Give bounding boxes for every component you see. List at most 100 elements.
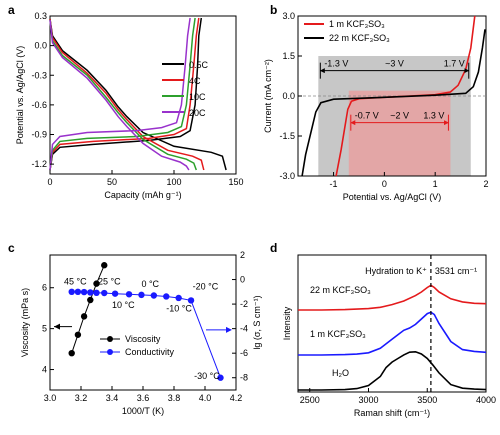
- series-line-charge: [49, 17, 203, 171]
- y-tick-label-b: 1.5: [282, 51, 295, 61]
- temperature-label: 25 °C: [98, 276, 121, 286]
- spectrum-label: H₂O: [332, 368, 349, 378]
- window-left-label: -0.7 V: [355, 111, 379, 121]
- conductivity-point: [217, 374, 224, 381]
- legend-entry: 0.5C: [189, 60, 209, 70]
- series-line-discharge: [49, 18, 205, 171]
- plot-frame-a: [49, 15, 237, 175]
- x-tick-label-c: 3.4: [106, 393, 119, 403]
- y-axis-label: Current (mA cm⁻²): [263, 59, 273, 133]
- hydration-annotation: Hydration to K⁺: [365, 266, 427, 276]
- panel-label-c: c: [8, 241, 15, 255]
- x-tick-label-c: 3.2: [75, 393, 88, 403]
- conductivity-point: [125, 291, 133, 298]
- temperature-label: 10 °C: [112, 300, 135, 310]
- temperature-label: 0 °C: [141, 279, 159, 289]
- y-tick-label-c-right: -2: [240, 299, 248, 309]
- spectrum-line: [298, 284, 487, 311]
- peak-value-label: 3531 cm⁻¹: [435, 266, 477, 276]
- temperature-label: -30 °C: [194, 371, 220, 381]
- y-tick-label-c: 4: [42, 365, 47, 375]
- legend-entry: 20C: [189, 108, 206, 118]
- panel-d: Hydration to K⁺ 3531 cm⁻¹ 22 m KCF₃SO₃ 1 m …: [282, 254, 496, 418]
- window-width-label: ~3 V: [385, 59, 404, 69]
- viscosity-point: [74, 331, 82, 338]
- conductivity-point: [138, 291, 145, 299]
- legend-entry: 1 m KCF₃SO₃: [329, 19, 385, 29]
- spectrum-label: 1 m KCF₃SO₃: [310, 329, 366, 339]
- series-line-discharge: [49, 19, 190, 171]
- y-tick-label-b: -3.0: [279, 171, 295, 181]
- panel-a: 0 50 100 150 -1.2 -0.9 -0.6 -0.3 0.0 0.3 Capacity …: [15, 11, 244, 200]
- series-line-charge: [49, 17, 200, 171]
- window-left-label: -1.3 V: [324, 59, 348, 69]
- conductivity-point: [93, 289, 100, 296]
- viscosity-point: [87, 296, 94, 304]
- x-tick-label-c: 4.0: [199, 393, 212, 403]
- y-tick-label-c-right: 2: [240, 250, 245, 260]
- x-tick-label-c: 4.2: [230, 393, 243, 403]
- window-width-label: ~2 V: [390, 111, 409, 121]
- x-tick-label-d: 3000: [358, 395, 378, 405]
- viscosity-line: [71, 265, 105, 354]
- legend-marker: [107, 336, 113, 342]
- x-tick-label-b: 1: [433, 179, 438, 189]
- x-tick-label-a: 150: [228, 177, 243, 187]
- panel-label-d: d: [270, 241, 277, 255]
- y-tick-label-a: -0.3: [31, 70, 47, 80]
- series-line: [301, 29, 486, 177]
- x-tick-label-b: -1: [330, 179, 338, 189]
- x-tick-label-b: 2: [483, 179, 488, 189]
- conductivity-point: [87, 289, 94, 296]
- y-tick-label-c-right: -8: [240, 373, 248, 383]
- y-tick-label-c-right: -4: [240, 324, 248, 334]
- x-axis-label: 1000/T (K): [122, 406, 164, 416]
- right-axis-arrowhead: [226, 326, 232, 333]
- window-right-label: 1.7 V: [444, 59, 465, 69]
- series-line-discharge: [49, 18, 227, 171]
- conductivity-point: [150, 292, 158, 299]
- x-tick-label-d: 3500: [417, 395, 437, 405]
- x-tick-label-c: 3.8: [168, 393, 181, 403]
- temperature-label: -10 °C: [166, 303, 192, 313]
- y-tick-label-a: 0.0: [34, 41, 47, 51]
- temperature-label: -20 °C: [193, 281, 219, 291]
- plot-frame-d: [297, 254, 487, 393]
- legend-entry: Viscosity: [125, 334, 161, 344]
- spectrum-line: [298, 311, 487, 356]
- y-axis-label: Potential vs. Ag/AgCl (V): [15, 46, 25, 145]
- x-tick-label-d: 4000: [476, 395, 496, 405]
- viscosity-point: [93, 280, 100, 287]
- x-axis-label: Raman shift (cm⁻¹): [354, 408, 430, 418]
- x-tick-label-c: 3.6: [137, 393, 150, 403]
- y-tick-label-c: 5: [42, 324, 47, 334]
- y-tick-label-a: -1.2: [31, 159, 47, 169]
- conductivity-point: [175, 294, 182, 302]
- conductivity-point: [68, 288, 75, 296]
- window-right-label: 1.3 V: [423, 111, 444, 121]
- viscosity-point: [80, 313, 88, 320]
- y-tick-label-c: 6: [42, 283, 47, 293]
- x-axis-label: Capacity (mAh g⁻¹): [104, 190, 181, 200]
- legend-entry: 4C: [189, 76, 201, 86]
- plot-frame-c: [49, 254, 237, 391]
- x-tick-label-a: 50: [107, 177, 117, 187]
- y-tick-label-b: 0.0: [282, 91, 295, 101]
- x-tick-label-a: 0: [47, 177, 52, 187]
- panel-b: -1.3 V ~3 V 1.7 V -0.7 V ~2 V 1.3 V -1 0 1 2 -3.0 -…: [263, 11, 489, 202]
- x-tick-label-a: 100: [166, 177, 181, 187]
- series-line-charge: [49, 17, 191, 171]
- spectrum-label: 22 m KCF₃SO₃: [310, 285, 371, 295]
- conductivity-point: [101, 289, 108, 297]
- y-tick-label-a: -0.6: [31, 100, 47, 110]
- x-axis-label: Potential vs. Ag/AgCl (V): [343, 192, 442, 202]
- viscosity-point: [68, 349, 75, 357]
- left-axis-arrowhead: [54, 323, 60, 330]
- panel-label-b: b: [270, 3, 277, 17]
- temperature-label: 45 °C: [64, 276, 87, 286]
- conductivity-point: [187, 297, 195, 304]
- y-tick-label-c-right: -6: [240, 348, 248, 358]
- x-tick-label-b: 0: [382, 179, 387, 189]
- y-tick-label-a: 0.3: [34, 11, 47, 21]
